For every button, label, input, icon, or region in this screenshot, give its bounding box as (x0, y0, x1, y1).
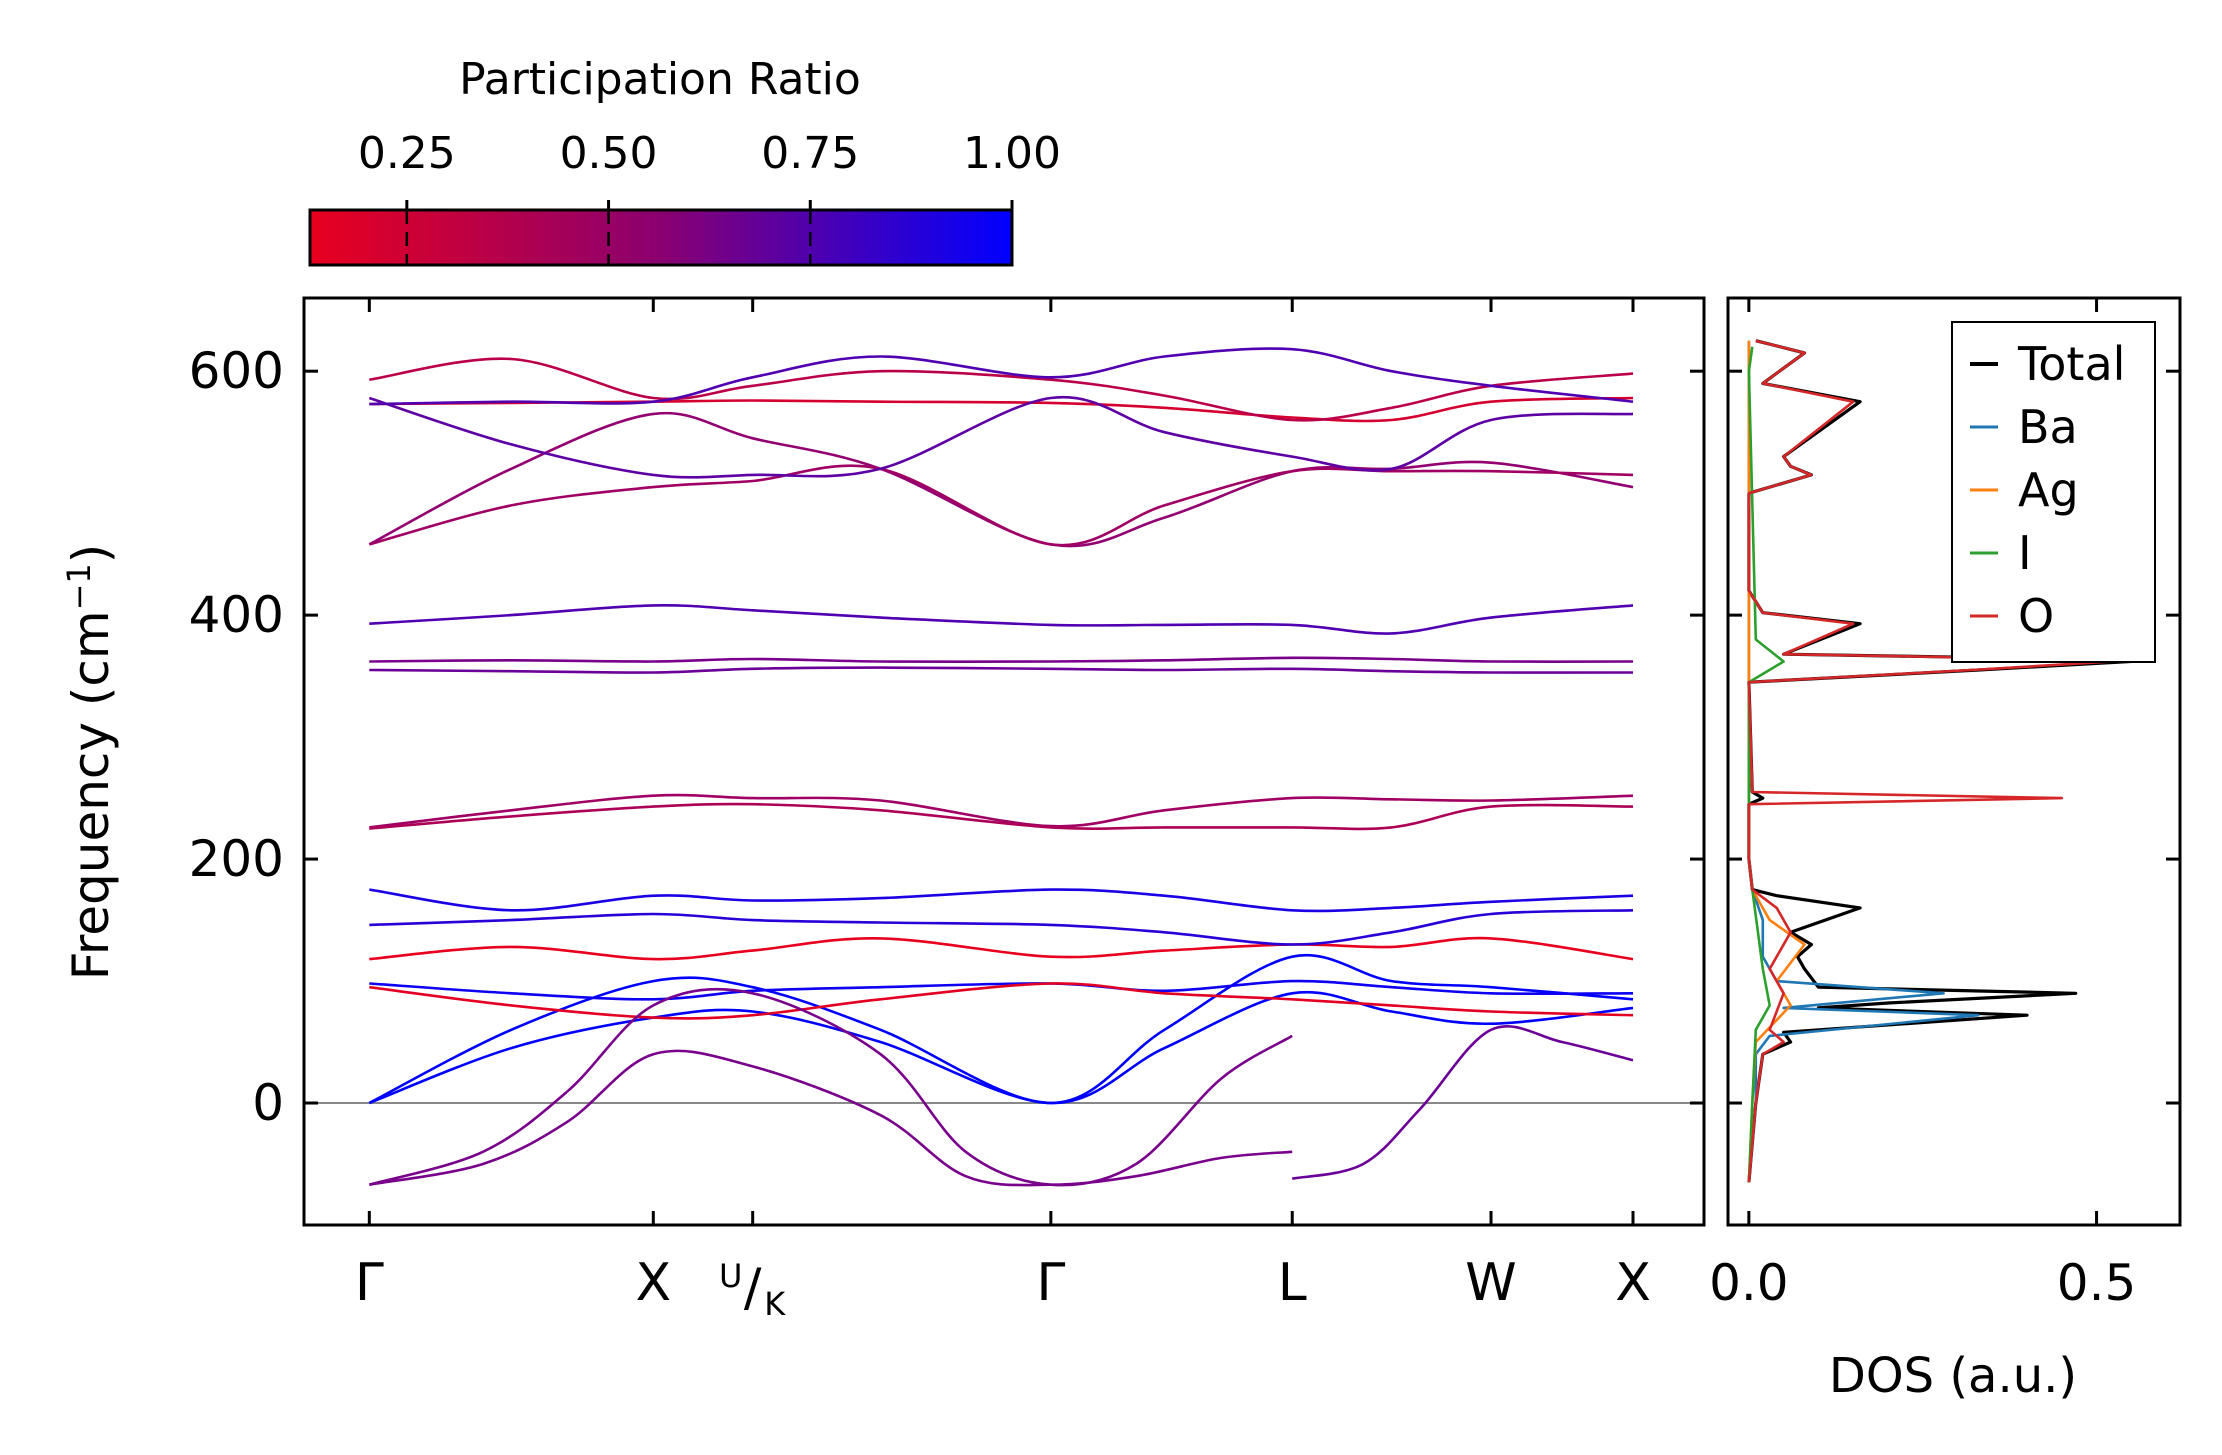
x-tick-label: Γ (1036, 1253, 1065, 1313)
band-optic-146 (369, 909, 1634, 946)
band-high-458b (368, 464, 1634, 547)
band-imag-2 (368, 987, 1293, 1187)
band-optic-100 (369, 982, 1634, 1020)
dos-line-o (1747, 339, 2133, 1183)
dos-line-i (1747, 346, 1785, 1183)
x-tick-label-top: U (719, 1257, 742, 1295)
legend-box (1951, 321, 2156, 663)
colorbar: Participation Ratio 0.25 0.50 0.75 1.00 (308, 54, 1061, 267)
dos-panel: 0.0 0.5 DOS (a.u.) Total Ba Ag IO (1709, 296, 2182, 1404)
band-panel: 0 200 400 600 Γ X U / K Γ L W X Frequency (cm−1) (60, 296, 2180, 1323)
colorbar-ticks: 0.25 0.50 0.75 1.00 (358, 128, 1061, 265)
band-x-ticks: Γ X U / K Γ L W X (355, 298, 1651, 1323)
band-frame (302, 296, 1706, 1227)
colorbar-title: Participation Ratio (459, 54, 861, 105)
band-lines (368, 347, 1634, 1187)
x-tick-label: X (1615, 1253, 1651, 1313)
legend-items: Total Ba Ag IO (1970, 337, 2125, 643)
x-tick-label: W (1465, 1253, 1516, 1313)
legend-label-ag: Ag (2018, 463, 2079, 517)
x-tick-label-bottom: K (764, 1285, 786, 1323)
band-lw-imag (1291, 1024, 1634, 1180)
band-mid-226 (369, 802, 1634, 831)
dos-x-tick-label: 0.0 (1709, 1254, 1789, 1312)
x-tick-slash: / (744, 1258, 762, 1318)
dos-lines (1747, 339, 2154, 1183)
y-tick-label: 0 (252, 1074, 284, 1132)
colorbar-gradient (308, 208, 1014, 267)
legend: Total Ba Ag IO (1951, 321, 2156, 663)
legend-label-ba: Ba (2018, 400, 2078, 454)
x-tick-label: X (635, 1253, 671, 1313)
band-y-ticks: 0 200 400 600 (189, 342, 2180, 1132)
legend-label-total: Total (2017, 337, 2125, 391)
dos-ticks: 0.0 0.5 (1709, 298, 2136, 1312)
dos-line-ba (1747, 340, 1980, 1183)
colorbar-tick-label: 1.00 (963, 128, 1061, 179)
colorbar-tick-label: 0.50 (560, 128, 658, 179)
dos-frame (1726, 296, 2182, 1227)
band-imag-1 (369, 1049, 1293, 1187)
legend-label-o: O (2018, 589, 2054, 643)
y-tick-label: 400 (189, 586, 284, 644)
dos-x-tick-label: 0.5 (2057, 1254, 2137, 1312)
colorbar-tick-label: 0.25 (358, 128, 456, 179)
band-mid-395 (369, 603, 1634, 635)
y-axis-label: Frequency (cm−1) (60, 544, 120, 981)
band-mid-355 (369, 666, 1634, 674)
band-high-578 (368, 395, 1634, 479)
band-optic-118 (369, 936, 1634, 961)
band-acoustic-2 (368, 990, 1634, 1105)
dos-x-axis-label: DOS (a.u.) (1829, 1348, 2077, 1404)
x-tick-label: Γ (355, 1253, 384, 1313)
band-mid-362 (369, 656, 1634, 664)
colorbar-tick-label: 0.75 (761, 128, 859, 179)
x-tick-label: L (1278, 1253, 1307, 1313)
band-high-593 (369, 357, 1634, 422)
band-high-620 (369, 347, 1634, 406)
legend-label-i: I (2018, 526, 2032, 580)
y-tick-label: 200 (189, 830, 284, 888)
y-tick-label: 600 (189, 342, 284, 400)
band-optic-175 (369, 888, 1634, 913)
